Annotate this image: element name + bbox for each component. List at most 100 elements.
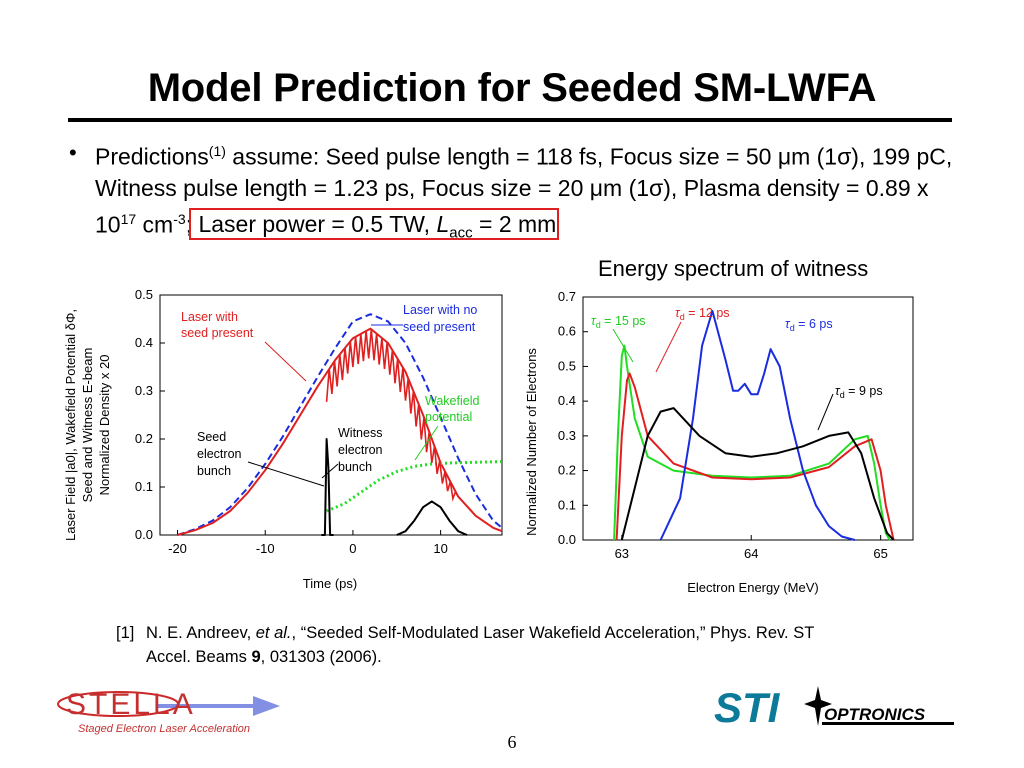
stella-wordmark: STELLA: [66, 688, 196, 721]
highlight-text-b: = 2 mm: [472, 211, 557, 238]
pointer-witness: [321, 463, 339, 479]
wakefield-ytick-label: 0.0: [135, 527, 153, 542]
pointer-red: [264, 341, 307, 382]
annot-green-2: potential: [425, 410, 472, 424]
pointer-seed: [247, 461, 325, 487]
wakefield-series-3: [321, 438, 334, 536]
reference-title: , “Seeded Self-Modulated Laser Wakefield…: [291, 624, 815, 642]
spectrum-ytick-label: 0.5: [558, 358, 576, 373]
sti-wordmark: STI: [714, 684, 781, 731]
wakefield-ytick-label: 0.5: [135, 287, 153, 302]
sigma-symbol: σ: [837, 143, 852, 170]
spectrum-y-label: Normalized Number of Electrons: [524, 348, 539, 536]
spectrum-xtick-label: 65: [873, 546, 887, 561]
spectrum-y-label-group: Normalized Number of Electrons: [524, 348, 539, 536]
spectrum-series-3: [620, 407, 895, 541]
star-icon: [804, 686, 832, 726]
annot-blue-2: seed present: [403, 320, 476, 334]
reference-line-2: Accel. Beams 9, 031303 (2006).: [116, 645, 976, 669]
stella-tagline: Staged Electron Laser Acceleration: [78, 723, 250, 735]
wakefield-xtick-label: 0: [349, 541, 356, 556]
bullet-t4: ), 199 pC, Witness pulse length = 1.23 p…: [95, 143, 953, 201]
wakefield-chart: -20 -10 0 10 0.0 0.1 0.2 0.3 0.4 0.5 Laser with s…: [63, 287, 503, 591]
label-9ps: τd = 9 ps: [835, 384, 883, 400]
pointer-green: [414, 425, 439, 461]
wakefield-y-label: Laser Field |a0|, Wakefield Potential δΦ…: [63, 309, 112, 541]
bullet-citation: (1): [208, 143, 226, 159]
spectrum-xtick-label: 64: [744, 546, 758, 561]
highlight-L: L: [436, 211, 450, 238]
bullet-t7: ;: [185, 211, 193, 238]
reference-number: [1]: [116, 624, 135, 642]
annot-wit-1: Witness: [338, 426, 382, 440]
bullet-t3: m (1: [791, 143, 838, 170]
spectrum-frame: [582, 296, 914, 541]
slide-title: Model Prediction for Seeded SM-LWFA: [147, 66, 877, 110]
y-label-line-1: Laser Field |a0|, Wakefield Potential δΦ…: [63, 309, 78, 541]
reference-pages: , 031303 (2006).: [260, 648, 382, 666]
title-underline: [68, 118, 952, 122]
label-12ps: τd = 12 ps: [675, 306, 730, 322]
mu-symbol-2: μ: [589, 174, 604, 201]
annot-wit-3: bunch: [338, 460, 372, 474]
y-label-line-2: Seed and Witness E-beam: [80, 348, 95, 503]
spectrum-chart: 63 64 65 0.0 0.1 0.2 0.3 0.4 0.5 0.6 0.7 τd = 15 p…: [524, 289, 914, 595]
wakefield-chart-series: [177, 313, 503, 536]
wakefield-xtick-label: -20: [168, 541, 187, 556]
bullet-t3b: m (1: [603, 174, 650, 201]
annot-blue-1: Laser with no: [403, 303, 477, 317]
spectrum-ytick-label: 0.4: [558, 393, 576, 408]
spectrum-ytick-label: 0.2: [558, 463, 576, 478]
bullet-dot-icon: •: [69, 140, 77, 165]
optronics-wordmark: OPTRONICS: [824, 705, 926, 724]
reference-volume: 9: [251, 648, 261, 666]
sigma-symbol-2: σ: [649, 174, 664, 201]
bullet-t6: cm: [136, 211, 174, 238]
wakefield-ytick-label: 0.4: [135, 335, 153, 350]
reference: [1] N. E. Andreev, et al., “Seeded Self-M…: [116, 621, 976, 669]
spectrum-ytick-label: 0.7: [558, 289, 576, 304]
annot-seed-2: electron: [197, 447, 242, 461]
exponent-minus3: -3: [173, 210, 186, 227]
optronics-underline: [822, 722, 954, 725]
page-number: 6: [507, 732, 517, 752]
wakefield-ytick-label: 0.1: [135, 479, 153, 494]
reference-journal: Accel. Beams: [146, 648, 252, 666]
spectrum-chart-axes: 63 64 65 0.0 0.1 0.2 0.3 0.4 0.5 0.6 0.7: [558, 289, 914, 561]
bullet-t2: assume: Seed pulse length = 118 fs, Focu…: [225, 143, 778, 170]
spectrum-series-1: [615, 372, 895, 541]
spectrum-xtick-label: 63: [615, 546, 629, 561]
wakefield-xtick-label: 10: [433, 541, 447, 556]
spectrum-chart-title: Energy spectrum of witness: [598, 256, 869, 281]
wakefield-xtick-label: -10: [256, 541, 275, 556]
annot-wit-2: electron: [338, 443, 383, 457]
spectrum-ytick-label: 0.1: [558, 497, 576, 512]
label-6ps: τd = 6 ps: [785, 317, 833, 333]
annot-green-1: Wakefield: [425, 394, 479, 408]
wakefield-ytick-label: 0.3: [135, 383, 153, 398]
stella-arrow-icon: [158, 696, 280, 716]
wakefield-x-label: Time (ps): [303, 576, 357, 591]
bullet-t1: Predictions: [95, 143, 209, 170]
y-label-line-3: Normalized Density x 20: [97, 355, 112, 496]
spectrum-x-label: Electron Energy (MeV): [687, 580, 819, 595]
spectrum-ytick-label: 0.3: [558, 428, 576, 443]
spectrum-chart-series: [613, 309, 895, 541]
pointer-12ps: [655, 321, 682, 373]
annot-red-2: seed present: [181, 326, 254, 340]
highlight-text-a: Laser power = 0.5 TW,: [192, 211, 437, 238]
wakefield-series-4: [396, 500, 468, 536]
pointer-15ps: [612, 328, 634, 363]
wakefield-ytick-label: 0.2: [135, 431, 153, 446]
spectrum-ytick-label: 0.6: [558, 324, 576, 339]
stella-logo: STELLA Staged Electron Laser Acceleratio…: [57, 688, 280, 735]
label-15ps: τd = 15 ps: [591, 314, 646, 330]
spectrum-ytick-label: 0.0: [558, 532, 576, 547]
exponent-17: 17: [120, 210, 137, 227]
annot-seed-3: bunch: [197, 464, 231, 478]
reference-authors: N. E. Andreev,: [146, 624, 256, 642]
reference-etal: et al.: [255, 624, 292, 642]
annot-seed-1: Seed: [197, 430, 226, 444]
sti-optronics-logo: STI OPTRONICS: [714, 684, 954, 731]
highlight-box: Laser power = 0.5 TW, Lacc = 2 mm: [189, 208, 560, 242]
